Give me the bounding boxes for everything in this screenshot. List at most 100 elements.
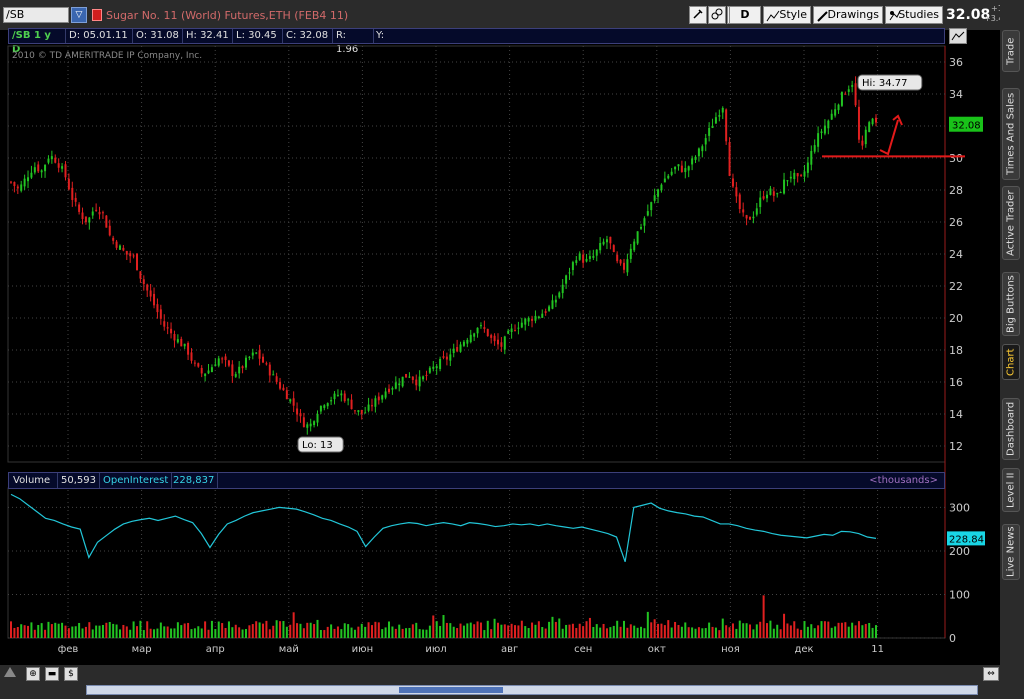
candle-body — [146, 284, 149, 291]
volume-bar — [789, 625, 792, 638]
link-icon[interactable] — [708, 6, 726, 24]
volume-bar — [769, 620, 772, 638]
volume-bar — [129, 629, 132, 638]
symbol-lookup-button[interactable]: ▽ — [71, 7, 87, 23]
volume-bar — [153, 629, 156, 638]
period-button[interactable]: D — [729, 6, 761, 24]
candle-body — [578, 253, 581, 260]
candle-body — [793, 172, 796, 180]
volume-bar — [122, 624, 125, 638]
candle-body — [405, 373, 408, 378]
settings-icon[interactable] — [689, 6, 707, 24]
volume-bar — [541, 627, 544, 638]
candle-body — [292, 398, 295, 406]
drawing-tool-icon[interactable]: ▬ — [45, 667, 59, 681]
volume-bar — [599, 627, 602, 638]
open-interest-value: 228,837 — [169, 473, 218, 488]
tab-level-ii[interactable]: Level II — [1002, 468, 1020, 512]
volume-bar — [67, 628, 70, 638]
volume-bar — [415, 622, 418, 638]
flag-icon[interactable] — [92, 9, 102, 21]
candle-body — [98, 211, 101, 215]
volume-bar — [496, 622, 499, 638]
candle-body — [316, 413, 319, 423]
candle-body — [568, 272, 571, 274]
tab-live-news[interactable]: Live News — [1002, 524, 1020, 580]
candle-body — [714, 117, 717, 124]
volume-bar — [197, 626, 200, 638]
tab-times-and-sales[interactable]: Times And Sales — [1002, 88, 1020, 180]
candle-body — [64, 164, 67, 178]
candle-body — [582, 254, 585, 263]
volume-bar — [527, 628, 530, 638]
horizontal-scrollbar[interactable] — [86, 685, 978, 695]
volume-bar — [37, 624, 40, 638]
dollar-icon[interactable]: $ — [64, 667, 78, 681]
volume-bar — [384, 627, 387, 638]
candle-body — [667, 175, 670, 179]
candle-body — [554, 299, 557, 303]
series-label[interactable]: /SB 1 y D — [9, 29, 66, 55]
candle-body — [381, 395, 384, 400]
chart-settings-icon[interactable] — [949, 28, 967, 44]
volume-bar — [462, 625, 465, 638]
candle-body — [837, 104, 840, 111]
price-chart[interactable]: 36343230282624222018161412февмарапрмайию… — [0, 0, 1000, 665]
zoom-icon[interactable]: ⊕ — [26, 667, 40, 681]
candle-body — [360, 409, 363, 414]
volume-bar — [684, 622, 687, 638]
volume-bar — [176, 622, 179, 638]
candle-body — [350, 399, 353, 410]
candle-body — [626, 259, 629, 273]
volume-bar — [738, 620, 741, 638]
candle-body — [78, 204, 81, 212]
candle-body — [776, 193, 779, 195]
volume-bar — [340, 629, 343, 638]
tab-chart[interactable]: Chart — [1002, 344, 1020, 380]
drawings-button[interactable]: Drawings — [813, 6, 883, 24]
volume-bar — [483, 630, 486, 638]
volume-bar — [626, 627, 629, 638]
candle-body — [660, 184, 663, 191]
volume-bar — [469, 622, 472, 638]
volume-bar — [285, 626, 288, 638]
month-tick-label: окт — [648, 644, 666, 655]
style-button[interactable]: Style — [763, 6, 811, 24]
volume-bar — [473, 624, 476, 638]
candle-body — [748, 217, 751, 220]
volume-label[interactable]: Volume — [9, 473, 58, 488]
candle-body — [265, 363, 268, 365]
tab-dashboard[interactable]: Dashboard — [1002, 398, 1020, 460]
candle-body — [473, 333, 476, 337]
candle-body — [156, 304, 159, 313]
price-tick-label: 22 — [949, 280, 963, 293]
tab-trade[interactable]: Trade — [1002, 30, 1020, 72]
volume-bar — [370, 625, 373, 638]
candle-body — [248, 356, 251, 358]
volume-bar — [357, 626, 360, 638]
candle-body — [101, 212, 104, 214]
volume-bars — [10, 595, 877, 638]
low-label-text: Lo: 13 — [302, 440, 333, 451]
pencil-icon — [816, 8, 830, 23]
volume-bar — [146, 621, 149, 638]
candle-body — [527, 317, 530, 322]
expand-icon[interactable]: ⇔ — [983, 667, 999, 681]
symbol-input[interactable]: /SB — [3, 7, 69, 23]
tab-active-trader[interactable]: Active Trader — [1002, 186, 1020, 260]
volume-bar — [766, 623, 769, 638]
volume-bar — [347, 624, 350, 638]
candle-body — [439, 358, 442, 369]
studies-button[interactable]: Studies — [885, 6, 943, 24]
volume-bar — [827, 621, 830, 638]
candle-body — [871, 118, 874, 125]
volume-bar — [71, 626, 74, 638]
scrollbar-thumb[interactable] — [399, 687, 503, 693]
volume-bar — [353, 629, 356, 638]
volume-bar — [762, 595, 765, 638]
volume-bar — [84, 626, 87, 638]
tab-big-buttons[interactable]: Big Buttons — [1002, 272, 1020, 336]
volume-bar — [20, 624, 23, 638]
open-interest-label[interactable]: OpenInterest — [99, 473, 172, 488]
collapse-icon[interactable] — [4, 667, 16, 677]
